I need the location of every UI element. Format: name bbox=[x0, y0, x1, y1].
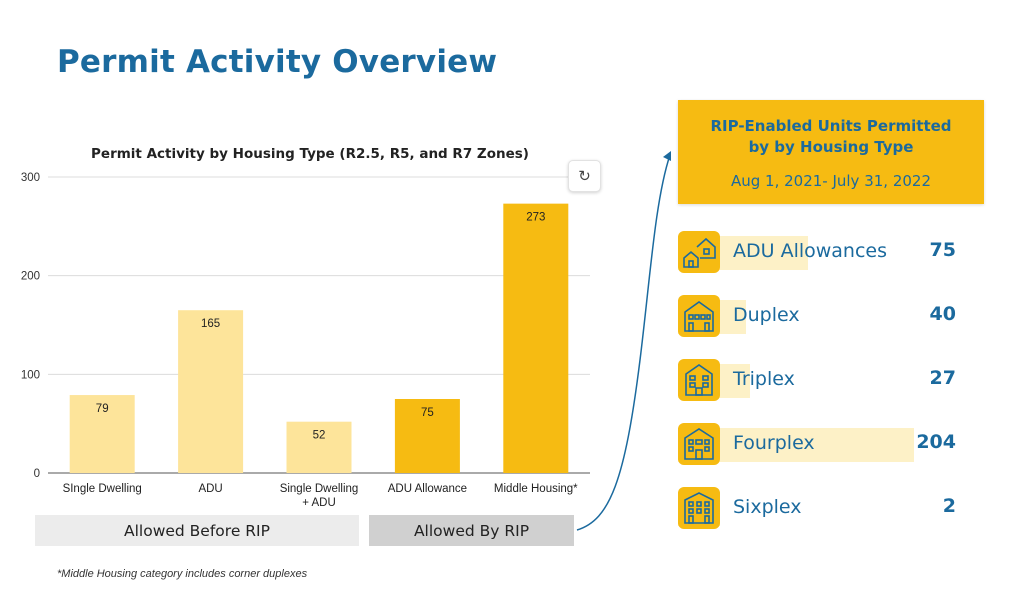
group-label: Allowed By RIP bbox=[413, 521, 530, 540]
data-label: 273 bbox=[526, 212, 545, 224]
triplex-building-icon bbox=[678, 359, 720, 401]
bar bbox=[69, 395, 135, 473]
arrow-head bbox=[663, 151, 671, 161]
group-band-before-rip: Allowed Before RIP bbox=[35, 515, 359, 546]
y-tick-label: 0 bbox=[34, 468, 40, 480]
data-label: 165 bbox=[201, 318, 220, 330]
unit-label: Fourplex bbox=[733, 432, 815, 454]
unit-row-duplex: Duplex 40 bbox=[678, 295, 968, 339]
unit-label: ADU Allowances bbox=[733, 240, 888, 262]
category-label: Single Dwelling bbox=[280, 483, 359, 495]
category-label: ADU bbox=[198, 483, 222, 495]
fourplex-building-icon bbox=[678, 423, 720, 465]
unit-row-sixplex: Sixplex 2 bbox=[678, 487, 968, 531]
duplex-building-icon bbox=[678, 295, 720, 337]
chart-title: Permit Activity by Housing Type (R2.5, R… bbox=[91, 146, 529, 162]
bar bbox=[286, 421, 352, 473]
y-tick-label: 200 bbox=[21, 271, 40, 283]
y-tick-label: 300 bbox=[21, 172, 40, 184]
data-label: 52 bbox=[313, 430, 326, 442]
page-title: Permit Activity Overview bbox=[57, 44, 498, 80]
category-label: ADU Allowance bbox=[388, 483, 467, 495]
bar bbox=[178, 310, 244, 473]
refresh-button[interactable]: ↻ bbox=[568, 160, 601, 192]
rip-panel-dates: Aug 1, 2021- July 31, 2022 bbox=[730, 172, 932, 190]
unit-value: 204 bbox=[916, 431, 956, 453]
category-label: Middle Housing* bbox=[494, 483, 578, 495]
unit-row-fourplex: Fourplex 204 bbox=[678, 423, 968, 467]
rip-panel-header: RIP-Enabled Units Permitted by by Housin… bbox=[678, 100, 984, 204]
data-label: 75 bbox=[421, 407, 434, 419]
unit-value: 75 bbox=[929, 239, 956, 261]
unit-row-triplex: Triplex 27 bbox=[678, 359, 968, 403]
unit-label: Duplex bbox=[733, 304, 800, 326]
rip-panel-title: RIP-Enabled Units Permitted by by Housin… bbox=[710, 117, 952, 156]
unit-value: 27 bbox=[929, 367, 956, 389]
category-label: SIngle Dwelling bbox=[63, 483, 142, 495]
group-band-by-rip: Allowed By RIP bbox=[369, 515, 574, 546]
unit-value: 2 bbox=[942, 495, 956, 517]
group-label: Allowed Before RIP bbox=[124, 521, 270, 540]
unit-label: Triplex bbox=[733, 368, 795, 390]
sixplex-building-icon bbox=[678, 487, 720, 529]
data-label: 79 bbox=[96, 403, 109, 415]
unit-label: Sixplex bbox=[733, 496, 802, 518]
two-houses-icon bbox=[678, 231, 720, 273]
unit-value: 40 bbox=[929, 303, 956, 325]
category-label: + ADU bbox=[302, 497, 336, 509]
unit-row-adu-allowances: ADU Allowances 75 bbox=[678, 231, 968, 275]
y-tick-label: 100 bbox=[21, 369, 40, 381]
refresh-icon: ↻ bbox=[578, 167, 591, 185]
bar bbox=[503, 203, 569, 473]
bar bbox=[394, 399, 460, 473]
connector-arrow bbox=[576, 154, 671, 531]
footnote: *Middle Housing category includes corner… bbox=[57, 568, 308, 580]
